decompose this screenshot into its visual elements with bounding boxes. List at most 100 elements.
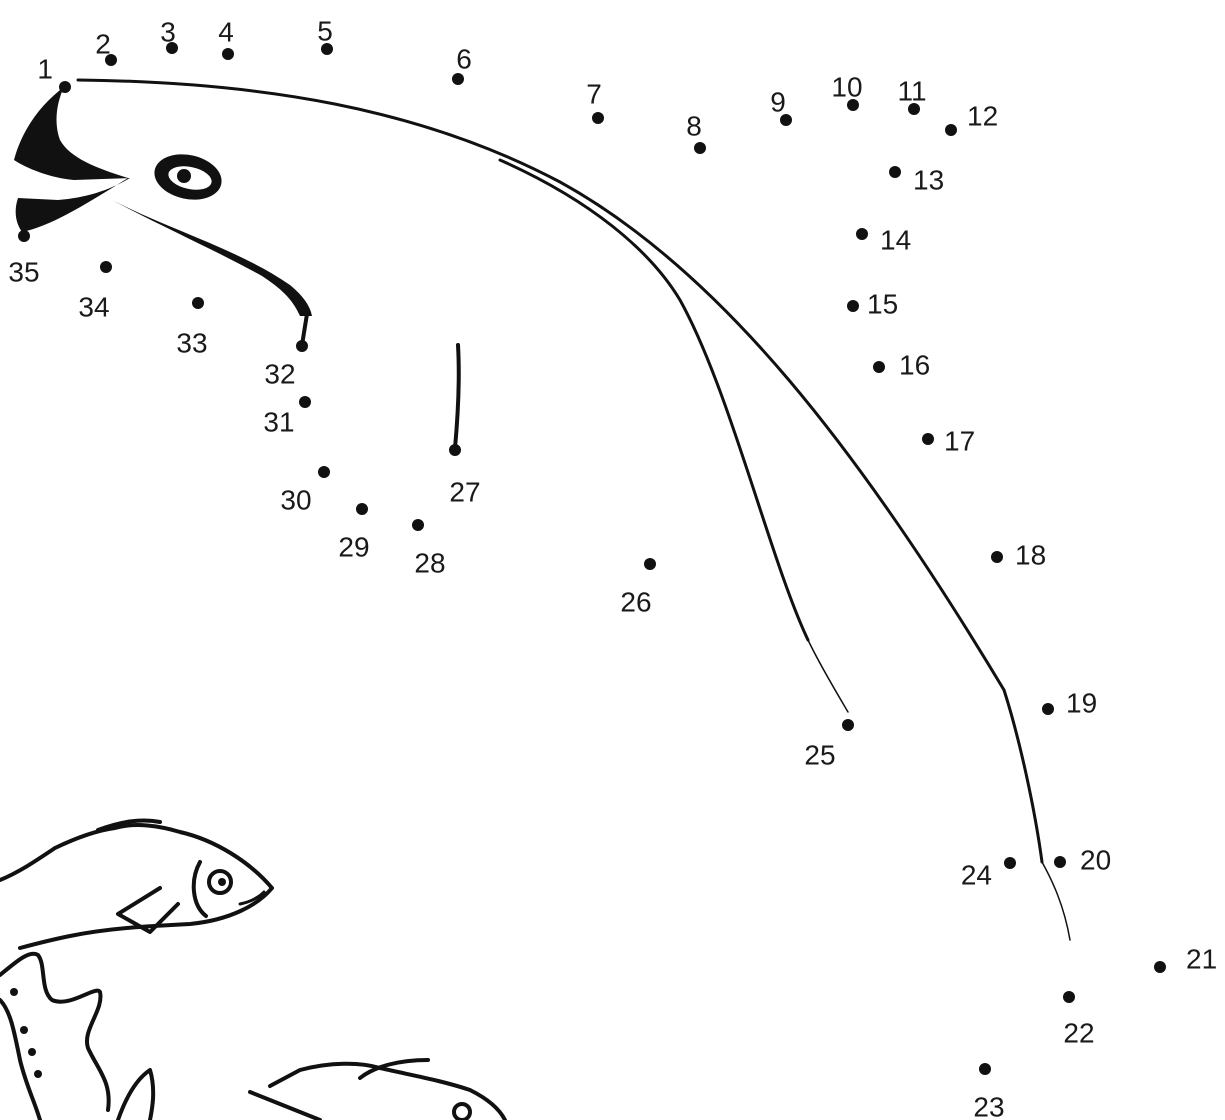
dot-20 <box>1054 856 1066 868</box>
dot-label-28: 28 <box>414 547 445 578</box>
fish-gill-outline <box>191 860 208 918</box>
seal-flipper-line <box>453 343 461 450</box>
fish-body-outline <box>0 823 274 950</box>
dot-19 <box>1042 703 1054 715</box>
fish-eye <box>207 869 233 895</box>
dot-25 <box>842 719 854 731</box>
dot-10 <box>847 99 859 111</box>
dot-label-11: 11 <box>897 75 926 106</box>
seaweed-outline <box>0 951 111 1112</box>
dot-33 <box>192 297 204 309</box>
dot-label-6: 6 <box>456 43 472 74</box>
fish-mouth-line <box>238 890 266 906</box>
seal-whisker-line <box>300 312 309 347</box>
dot-label-24: 24 <box>961 859 992 890</box>
dot-11 <box>908 103 920 115</box>
dot-7 <box>592 112 604 124</box>
dot-label-23: 23 <box>973 1091 1004 1120</box>
seaweed-spot <box>28 1048 36 1056</box>
dot-label-30: 30 <box>280 484 311 515</box>
dot-label-1: 1 <box>37 53 53 84</box>
dot-31 <box>299 396 311 408</box>
dot-label-17: 17 <box>944 425 975 456</box>
dot-34 <box>100 261 112 273</box>
dot-label-22: 22 <box>1063 1017 1094 1048</box>
dot-6 <box>452 73 464 85</box>
seaweed-spot <box>34 1070 42 1078</box>
dot-label-26: 26 <box>620 586 651 617</box>
dot-28 <box>412 519 424 531</box>
dot-29 <box>356 503 368 515</box>
seal-back-line <box>76 78 1044 864</box>
dot-13 <box>889 166 901 178</box>
dot-label-8: 8 <box>686 110 702 141</box>
seal-belly-end-line <box>807 639 849 713</box>
dot-label-9: 9 <box>770 86 786 117</box>
dot-label-20: 20 <box>1080 844 1111 875</box>
dot-1 <box>59 81 71 93</box>
dot-18 <box>991 551 1003 563</box>
dot-label-16: 16 <box>899 349 930 380</box>
dot-26 <box>644 558 656 570</box>
dot-label-19: 19 <box>1066 687 1097 718</box>
dot-label-13: 13 <box>913 164 944 195</box>
dot-label-27: 27 <box>449 476 480 507</box>
dot-label-32: 32 <box>264 358 295 389</box>
dot-label-4: 4 <box>218 16 234 47</box>
fish-pupil <box>218 878 226 886</box>
dot-label-3: 3 <box>160 16 176 47</box>
dot-30 <box>318 466 330 478</box>
dot-23 <box>979 1063 991 1075</box>
seal-outline <box>14 78 1071 941</box>
dot-2 <box>105 54 117 66</box>
dot-32 <box>296 340 308 352</box>
seal-tail-line <box>1041 861 1071 941</box>
second-fish-outline <box>116 1068 156 1120</box>
dot-label-34: 34 <box>78 291 109 322</box>
dot-5 <box>321 43 333 55</box>
dot-label-21: 21 <box>1186 943 1217 974</box>
dot-12 <box>945 124 957 136</box>
fish-side-fin <box>116 886 180 934</box>
fish-fin-outline <box>96 818 162 832</box>
dot-3 <box>166 42 178 54</box>
fish-decoration <box>0 818 507 1120</box>
dot-17 <box>922 433 934 445</box>
seal-pupil <box>177 169 191 183</box>
dot-label-14: 14 <box>880 224 911 255</box>
dot-35 <box>18 230 30 242</box>
dot-label-18: 18 <box>1015 539 1046 570</box>
dot-22 <box>1063 991 1075 1003</box>
dot-9 <box>780 114 792 126</box>
seaweed-spot <box>20 1026 28 1034</box>
third-fish-eye <box>452 1102 472 1120</box>
dot-label-29: 29 <box>338 531 369 562</box>
dot-16 <box>873 361 885 373</box>
dot-label-15: 15 <box>867 288 898 319</box>
dot-label-31: 31 <box>263 406 294 437</box>
third-fish-outline <box>248 1061 507 1120</box>
dot-15 <box>847 300 859 312</box>
seaweed-spot <box>10 988 18 996</box>
dot-label-35: 35 <box>8 256 39 287</box>
dot-label-7: 7 <box>586 78 602 109</box>
dot-8 <box>694 142 706 154</box>
dot-4 <box>222 48 234 60</box>
dot-label-5: 5 <box>317 15 333 46</box>
third-fish-fin-outline <box>358 1058 430 1080</box>
seal-mouth-shape <box>14 87 130 232</box>
dot-label-12: 12 <box>967 100 998 131</box>
dot-21 <box>1154 961 1166 973</box>
dot-label-25: 25 <box>804 739 835 770</box>
seal-belly-line <box>498 158 810 642</box>
dot-label-33: 33 <box>176 327 207 358</box>
seal-jaw-shape <box>112 200 312 316</box>
dot-14 <box>856 228 868 240</box>
seaweed-inner-outline <box>0 998 42 1120</box>
dot-27 <box>449 444 461 456</box>
dot-label-2: 2 <box>95 28 111 59</box>
dot-24 <box>1004 857 1016 869</box>
dot-label-10: 10 <box>831 71 862 102</box>
